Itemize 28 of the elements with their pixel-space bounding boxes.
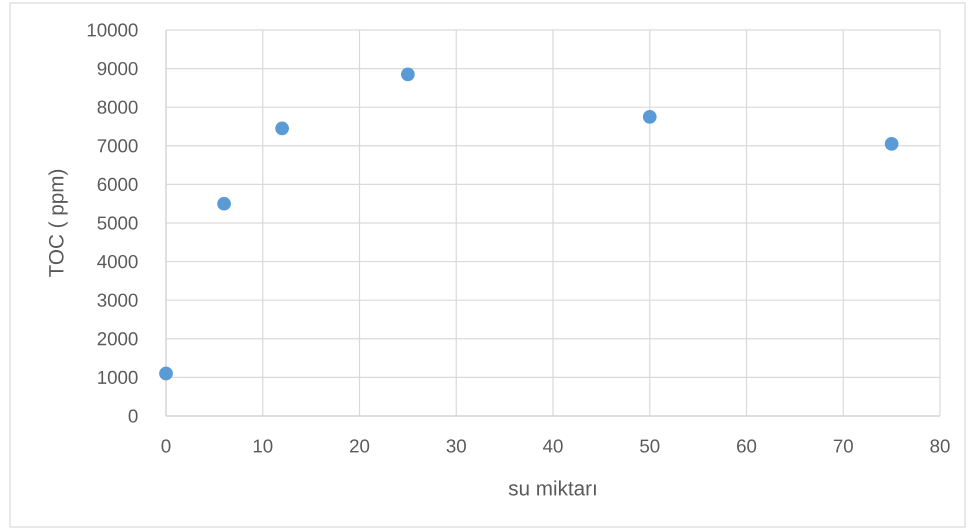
y-tick-label: 7000 bbox=[98, 139, 138, 152]
x-tick-label: 80 bbox=[930, 439, 950, 453]
point bbox=[401, 68, 415, 82]
x-tick-label: 0 bbox=[162, 439, 170, 453]
x-tick-label: 20 bbox=[350, 439, 370, 453]
point bbox=[275, 122, 289, 136]
point bbox=[884, 136, 898, 151]
point bbox=[642, 110, 657, 124]
y-tick-label: 8000 bbox=[98, 100, 138, 114]
y-tick-label: 5000 bbox=[98, 216, 138, 230]
x-tick-label: 30 bbox=[446, 439, 466, 453]
y-tick-label: 4000 bbox=[97, 254, 138, 268]
x-tick-label: 70 bbox=[834, 439, 853, 453]
y-tick-label: 1000 bbox=[98, 370, 138, 384]
y-tick-label: 2000 bbox=[98, 332, 138, 346]
y-tick-label: 3000 bbox=[97, 294, 138, 307]
x-tick-label: 10 bbox=[254, 439, 272, 453]
point bbox=[159, 366, 173, 380]
y-tick-label: 10000 bbox=[88, 23, 138, 37]
x-tick-label: 60 bbox=[737, 439, 756, 453]
point bbox=[217, 196, 231, 211]
y-tick-label: 0 bbox=[128, 409, 138, 423]
y-tick-label: 6000 bbox=[98, 178, 138, 192]
x-tick-label: 40 bbox=[543, 439, 563, 453]
x-tick-label: 50 bbox=[640, 439, 660, 453]
y-axis-title: TOC ( ppm) bbox=[48, 170, 68, 277]
x-axis-title: su miktarı bbox=[508, 480, 596, 496]
y-tick-label: 9000 bbox=[98, 62, 138, 76]
